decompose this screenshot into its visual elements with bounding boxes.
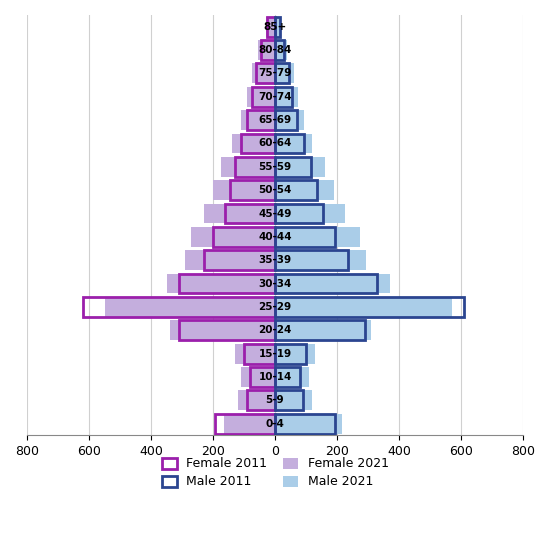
Bar: [275, 344, 306, 363]
Bar: [275, 320, 371, 340]
Bar: [204, 250, 275, 270]
Bar: [185, 250, 275, 270]
Text: 35-39: 35-39: [258, 255, 292, 265]
Bar: [275, 250, 366, 270]
Bar: [169, 320, 275, 340]
Bar: [275, 344, 315, 363]
Text: 70-74: 70-74: [258, 92, 292, 102]
Bar: [244, 344, 275, 363]
Bar: [266, 17, 275, 36]
Bar: [204, 203, 275, 224]
Bar: [275, 203, 323, 224]
Bar: [275, 64, 294, 83]
Bar: [235, 157, 275, 177]
Bar: [275, 274, 377, 293]
Bar: [275, 40, 284, 60]
Bar: [241, 110, 275, 130]
Bar: [258, 40, 275, 60]
Text: 20-24: 20-24: [258, 325, 292, 335]
Bar: [275, 64, 289, 83]
Text: 25-29: 25-29: [258, 302, 292, 312]
Bar: [275, 414, 342, 434]
Bar: [275, 250, 348, 270]
Bar: [275, 40, 288, 60]
Bar: [179, 320, 275, 340]
Text: 85+: 85+: [263, 22, 287, 32]
Bar: [275, 17, 281, 36]
Bar: [275, 274, 390, 293]
Bar: [241, 367, 275, 387]
Bar: [247, 110, 275, 130]
Bar: [275, 134, 305, 153]
Bar: [275, 367, 309, 387]
Bar: [226, 203, 275, 224]
Bar: [221, 157, 275, 177]
Text: 0-4: 0-4: [266, 419, 284, 429]
Bar: [232, 134, 275, 153]
Bar: [275, 203, 345, 224]
Text: 45-49: 45-49: [258, 209, 292, 219]
Bar: [83, 297, 275, 317]
Bar: [213, 180, 275, 200]
Bar: [238, 390, 275, 410]
Bar: [275, 180, 317, 200]
Bar: [261, 40, 275, 60]
Bar: [275, 157, 311, 177]
Bar: [214, 414, 275, 434]
Bar: [275, 227, 336, 247]
Text: 75-79: 75-79: [258, 68, 292, 78]
Bar: [275, 390, 303, 410]
Text: 15-19: 15-19: [258, 349, 292, 359]
Bar: [275, 17, 279, 36]
Bar: [250, 367, 275, 387]
Bar: [104, 297, 275, 317]
Bar: [275, 110, 296, 130]
Bar: [275, 367, 300, 387]
Text: 5-9: 5-9: [266, 395, 284, 405]
Bar: [275, 134, 312, 153]
Bar: [275, 227, 360, 247]
Bar: [275, 180, 334, 200]
Text: 30-34: 30-34: [258, 278, 292, 288]
Text: 50-54: 50-54: [258, 185, 292, 195]
Bar: [275, 414, 336, 434]
Text: 40-44: 40-44: [258, 232, 292, 242]
Bar: [235, 344, 275, 363]
Text: 80-84: 80-84: [258, 45, 292, 55]
Bar: [213, 227, 275, 247]
Bar: [275, 297, 452, 317]
Text: 55-59: 55-59: [258, 162, 292, 172]
Text: 10-14: 10-14: [258, 372, 292, 382]
Bar: [275, 87, 298, 107]
Bar: [275, 110, 305, 130]
Bar: [275, 297, 464, 317]
Bar: [252, 87, 275, 107]
Bar: [275, 157, 324, 177]
Bar: [241, 134, 275, 153]
Bar: [252, 64, 275, 83]
Bar: [275, 320, 365, 340]
Bar: [275, 390, 312, 410]
Bar: [275, 87, 292, 107]
Bar: [230, 180, 275, 200]
Bar: [191, 227, 275, 247]
Bar: [247, 390, 275, 410]
Bar: [247, 87, 275, 107]
Bar: [167, 274, 275, 293]
Text: 65-69: 65-69: [258, 115, 292, 125]
Bar: [224, 414, 275, 434]
Text: 60-64: 60-64: [258, 139, 292, 149]
Legend: Female 2011, Male 2011, Female 2021, Male 2021: Female 2011, Male 2011, Female 2021, Mal…: [158, 454, 392, 492]
Bar: [256, 64, 275, 83]
Bar: [179, 274, 275, 293]
Bar: [267, 17, 275, 36]
